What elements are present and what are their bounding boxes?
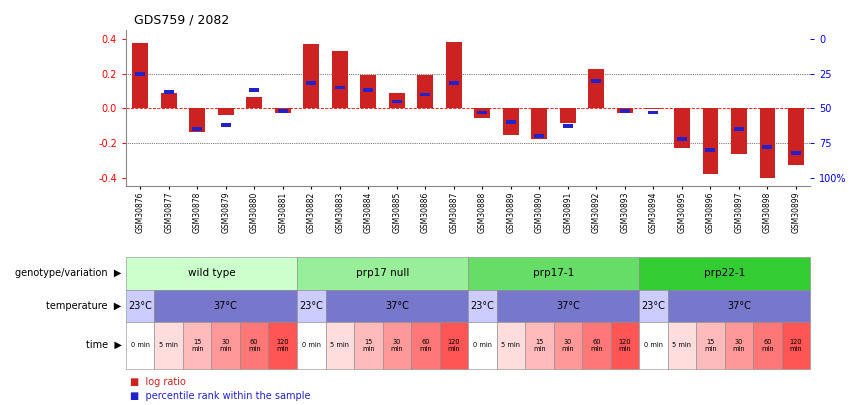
Bar	[477, 111, 488, 114]
Bar	[703, 108, 718, 174]
Bar	[534, 134, 545, 138]
Bar	[734, 127, 744, 131]
Bar	[192, 127, 203, 131]
Text: 5 min: 5 min	[159, 342, 178, 348]
Text: genotype/variation  ▶: genotype/variation ▶	[15, 269, 122, 278]
Text: prp17-1: prp17-1	[533, 269, 574, 278]
Bar	[277, 109, 288, 113]
Text: 23°C: 23°C	[129, 301, 152, 311]
Bar	[163, 90, 174, 94]
Bar	[762, 145, 773, 149]
Bar	[677, 137, 687, 141]
Bar	[648, 111, 659, 114]
Bar	[332, 51, 347, 108]
Text: 15
min: 15 min	[533, 339, 545, 352]
Bar	[218, 108, 233, 115]
Text: 60
min: 60 min	[590, 339, 603, 352]
Text: 5 min: 5 min	[672, 342, 691, 348]
Text: 30
min: 30 min	[562, 339, 574, 352]
Bar	[448, 81, 459, 85]
Text: 0 min: 0 min	[131, 342, 150, 348]
Text: 0 min: 0 min	[473, 342, 492, 348]
Bar	[646, 108, 661, 109]
Bar	[620, 109, 630, 113]
Text: 60
min: 60 min	[419, 339, 431, 352]
Text: 15
min: 15 min	[191, 339, 203, 352]
Bar	[505, 120, 516, 124]
Text: wild type: wild type	[188, 269, 235, 278]
Bar	[560, 108, 575, 123]
Text: 0 min: 0 min	[302, 342, 321, 348]
Text: prp17 null: prp17 null	[356, 269, 409, 278]
Text: 30
min: 30 min	[220, 339, 232, 352]
Bar	[133, 43, 148, 108]
Bar	[563, 124, 573, 128]
Text: 60
min: 60 min	[761, 339, 774, 352]
Text: 30
min: 30 min	[391, 339, 403, 352]
Text: 30
min: 30 min	[733, 339, 745, 352]
Bar	[220, 123, 231, 127]
Bar	[503, 108, 518, 135]
Text: ■  percentile rank within the sample: ■ percentile rank within the sample	[130, 391, 311, 401]
Text: 23°C: 23°C	[471, 301, 494, 311]
Text: 120
min: 120 min	[619, 339, 631, 352]
Text: 37°C: 37°C	[385, 301, 408, 311]
Text: 37°C: 37°C	[556, 301, 580, 311]
Text: 5 min: 5 min	[501, 342, 520, 348]
Bar	[249, 88, 260, 92]
Bar	[389, 93, 404, 108]
Bar	[788, 108, 803, 165]
Text: GDS759 / 2082: GDS759 / 2082	[134, 13, 230, 26]
Text: 37°C: 37°C	[214, 301, 237, 311]
Bar	[161, 93, 176, 108]
Text: 120
min: 120 min	[277, 339, 289, 352]
Text: 37°C: 37°C	[727, 301, 751, 311]
Bar	[420, 93, 431, 96]
Text: ■  log ratio: ■ log ratio	[130, 377, 186, 387]
Bar	[532, 108, 547, 139]
Text: prp22-1: prp22-1	[704, 269, 745, 278]
Bar	[418, 75, 433, 108]
Bar	[705, 148, 716, 152]
Text: 120
min: 120 min	[448, 339, 460, 352]
Bar	[361, 75, 376, 108]
Text: temperature  ▶: temperature ▶	[47, 301, 122, 311]
Bar	[589, 69, 604, 108]
Bar	[135, 72, 146, 76]
Bar	[304, 44, 319, 108]
Bar	[791, 151, 801, 155]
Bar	[760, 108, 775, 178]
Bar	[475, 108, 490, 118]
Text: time  ▶: time ▶	[86, 340, 122, 350]
Bar	[247, 97, 262, 108]
Bar	[363, 88, 374, 92]
Text: 120
min: 120 min	[790, 339, 802, 352]
Text: 5 min: 5 min	[330, 342, 349, 348]
Bar	[674, 108, 689, 148]
Bar	[391, 100, 402, 103]
Text: 15
min: 15 min	[704, 339, 717, 352]
Bar	[334, 85, 345, 90]
Bar	[617, 108, 632, 113]
Text: 23°C: 23°C	[642, 301, 665, 311]
Bar	[306, 81, 317, 85]
Bar	[731, 108, 746, 154]
Text: 23°C: 23°C	[300, 301, 323, 311]
Text: 0 min: 0 min	[644, 342, 663, 348]
Bar	[190, 108, 205, 132]
Bar	[591, 79, 602, 83]
Bar	[446, 42, 461, 108]
Text: 60
min: 60 min	[248, 339, 260, 352]
Bar	[275, 108, 290, 113]
Text: 15
min: 15 min	[362, 339, 374, 352]
